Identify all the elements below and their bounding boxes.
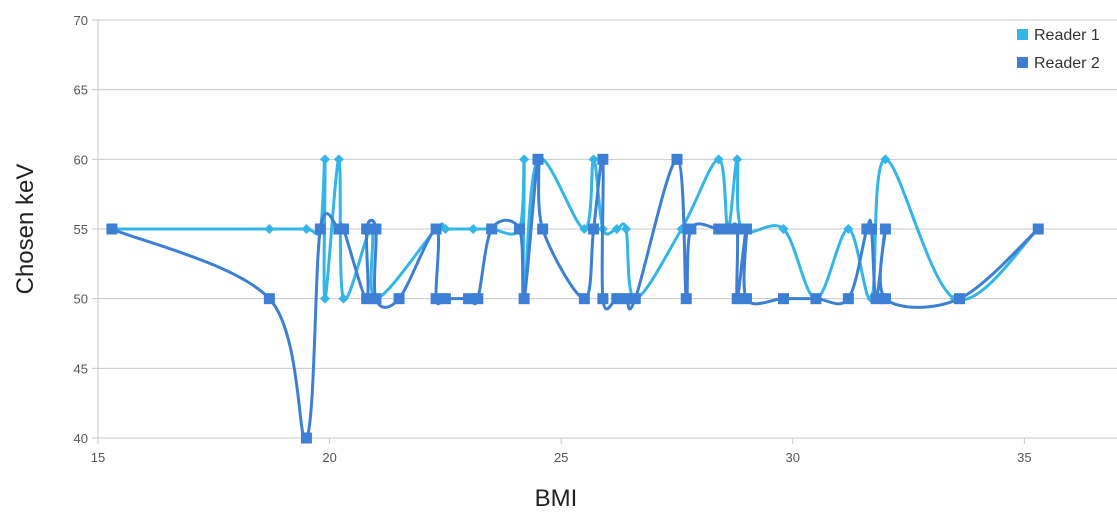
- legend-swatch: [1017, 57, 1028, 68]
- data-point-diamond: [588, 154, 599, 165]
- data-point-square: [1032, 223, 1044, 235]
- data-point-square: [731, 293, 743, 305]
- data-point-square: [463, 293, 475, 305]
- data-point-diamond: [732, 154, 743, 165]
- data-point-square: [722, 223, 734, 235]
- x-tick-label: 20: [322, 450, 336, 465]
- data-point-square: [671, 153, 683, 165]
- data-point-square: [513, 223, 525, 235]
- data-point-square: [629, 293, 641, 305]
- data-point-diamond: [611, 224, 622, 234]
- data-point-square: [361, 293, 373, 305]
- data-point-square: [870, 293, 882, 305]
- data-point-square: [778, 293, 790, 305]
- data-point-square: [740, 293, 752, 305]
- data-point-diamond: [713, 154, 724, 165]
- data-point-square: [680, 293, 692, 305]
- data-point-square: [486, 223, 498, 235]
- data-point-diamond: [843, 224, 854, 234]
- data-point-square: [620, 293, 632, 305]
- data-point-square: [578, 293, 590, 305]
- data-point-square: [430, 223, 442, 235]
- data-point-square: [472, 293, 484, 305]
- data-point-square: [439, 293, 451, 305]
- data-point-square: [370, 223, 382, 235]
- data-point-square: [879, 293, 891, 305]
- data-point-diamond: [440, 224, 451, 234]
- data-point-square: [685, 223, 697, 235]
- data-point-square: [300, 432, 312, 444]
- data-point-square: [611, 293, 623, 305]
- data-point-diamond: [579, 224, 590, 234]
- data-point-square: [337, 223, 349, 235]
- y-tick-label: 40: [74, 431, 88, 446]
- data-point-square: [537, 223, 549, 235]
- data-point-square: [106, 223, 118, 235]
- series-reader-2: [106, 153, 1044, 444]
- data-point-diamond: [319, 154, 330, 165]
- data-point-diamond: [338, 293, 349, 304]
- y-tick-label: 60: [74, 152, 88, 167]
- data-point-diamond: [880, 154, 891, 165]
- data-point-square: [263, 293, 275, 305]
- data-point-diamond: [621, 224, 632, 234]
- data-point-square: [518, 293, 530, 305]
- data-point-diamond: [519, 154, 530, 165]
- data-point-diamond: [778, 224, 789, 234]
- data-point-square: [597, 293, 609, 305]
- legend-label: Reader 1: [1034, 27, 1100, 44]
- data-point-square: [314, 223, 326, 235]
- legend-swatch: [1017, 29, 1028, 40]
- data-point-square: [361, 223, 373, 235]
- data-point-square: [866, 223, 878, 235]
- x-tick-label: 35: [1017, 450, 1031, 465]
- data-point-diamond: [333, 154, 344, 165]
- data-point-square: [879, 223, 891, 235]
- series-group: [106, 153, 1044, 444]
- data-point-square: [842, 293, 854, 305]
- y-tick-label: 55: [74, 222, 88, 237]
- x-tick-label: 15: [91, 450, 105, 465]
- x-tick-label: 30: [786, 450, 800, 465]
- y-tick-label: 70: [74, 13, 88, 28]
- data-point-square: [810, 293, 822, 305]
- data-point-square: [713, 223, 725, 235]
- data-point-square: [370, 293, 382, 305]
- y-tick-label: 45: [74, 361, 88, 376]
- data-point-square: [597, 153, 609, 165]
- data-point-square: [430, 293, 442, 305]
- data-point-square: [393, 293, 405, 305]
- data-point-diamond: [468, 224, 479, 234]
- axes: 40 45 50 55 60 65 70 15 20 25 30 35: [74, 13, 1032, 465]
- data-point-square: [532, 153, 544, 165]
- data-point-diamond: [301, 224, 312, 234]
- y-axis-title: Chosen keV: [12, 164, 39, 295]
- x-axis-title: BMI: [535, 485, 578, 512]
- data-point-square: [740, 223, 752, 235]
- data-point-diamond: [319, 293, 330, 304]
- data-point-square: [588, 223, 600, 235]
- legend-label: Reader 2: [1034, 55, 1100, 72]
- data-point-square: [731, 223, 743, 235]
- data-point-square: [954, 293, 966, 305]
- legend: Reader 1 Reader 2: [1017, 27, 1100, 72]
- x-tick-label: 25: [554, 450, 568, 465]
- y-tick-label: 65: [74, 83, 88, 98]
- data-point-diamond: [264, 224, 275, 234]
- y-tick-label: 50: [74, 292, 88, 307]
